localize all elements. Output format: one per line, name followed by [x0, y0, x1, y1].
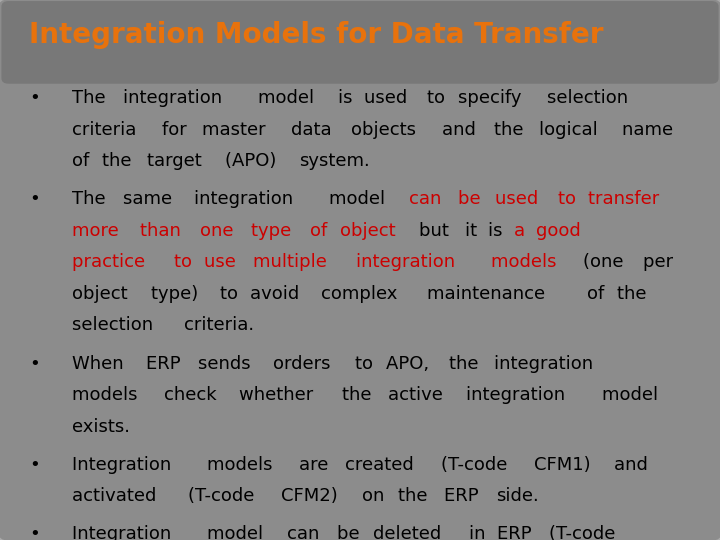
Text: object: object	[340, 222, 401, 240]
Text: the: the	[449, 355, 484, 373]
Text: to: to	[174, 253, 197, 272]
Text: to: to	[558, 190, 582, 208]
Text: integration: integration	[466, 386, 571, 404]
Text: model: model	[601, 386, 663, 404]
Text: the: the	[494, 120, 529, 139]
Text: master: master	[202, 120, 271, 139]
Text: than: than	[140, 222, 186, 240]
Text: (T-code: (T-code	[441, 456, 513, 474]
Text: specify: specify	[458, 89, 527, 107]
Text: model: model	[207, 525, 269, 540]
Text: whether: whether	[239, 386, 319, 404]
Text: integration: integration	[494, 355, 599, 373]
Text: for: for	[163, 120, 193, 139]
Text: models: models	[72, 386, 143, 404]
Text: type: type	[251, 222, 297, 240]
Text: (APO): (APO)	[225, 152, 282, 170]
Text: created: created	[345, 456, 419, 474]
Text: When: When	[72, 355, 130, 373]
Text: logical: logical	[539, 120, 603, 139]
Text: to: to	[220, 285, 243, 303]
Text: type): type)	[151, 285, 204, 303]
Text: the: the	[616, 285, 652, 303]
Text: object: object	[72, 285, 133, 303]
Text: •: •	[29, 456, 40, 474]
Text: side.: side.	[496, 487, 539, 505]
Text: active: active	[388, 386, 449, 404]
Text: good: good	[536, 222, 586, 240]
Text: are: are	[300, 456, 335, 474]
Text: criteria: criteria	[72, 120, 142, 139]
Text: system.: system.	[299, 152, 369, 170]
Text: Integration Models for Data Transfer: Integration Models for Data Transfer	[29, 21, 603, 49]
Text: name: name	[622, 120, 679, 139]
Text: can: can	[287, 525, 325, 540]
Text: be: be	[458, 190, 486, 208]
Text: transfer: transfer	[588, 190, 665, 208]
Text: and: and	[614, 456, 654, 474]
Text: Integration: Integration	[72, 456, 177, 474]
Text: but: but	[419, 222, 454, 240]
Text: criteria.: criteria.	[184, 316, 254, 334]
Text: activated: activated	[72, 487, 162, 505]
Text: the: the	[343, 386, 378, 404]
Text: integration: integration	[194, 190, 299, 208]
Text: (T-code: (T-code	[549, 525, 621, 540]
Text: selection: selection	[547, 89, 634, 107]
Text: is: is	[488, 222, 508, 240]
Text: can: can	[409, 190, 447, 208]
Text: and: and	[443, 120, 482, 139]
Text: APO,: APO,	[386, 355, 435, 373]
Text: model: model	[258, 89, 320, 107]
Text: models: models	[491, 253, 562, 272]
Text: practice: practice	[72, 253, 151, 272]
Text: data: data	[292, 120, 338, 139]
Text: model: model	[329, 190, 391, 208]
Text: check: check	[164, 386, 222, 404]
Text: to: to	[428, 89, 451, 107]
Text: integration: integration	[123, 89, 228, 107]
Text: Integration: Integration	[72, 525, 177, 540]
Text: exists.: exists.	[72, 417, 130, 436]
Text: CFM2): CFM2)	[282, 487, 344, 505]
Text: multiple: multiple	[253, 253, 333, 272]
Text: •: •	[29, 525, 40, 540]
Text: on: on	[362, 487, 390, 505]
Text: target: target	[147, 152, 207, 170]
Text: of: of	[587, 285, 610, 303]
Text: (T-code: (T-code	[189, 487, 261, 505]
Text: The: The	[72, 89, 112, 107]
Text: it: it	[464, 222, 482, 240]
Text: •: •	[29, 355, 40, 373]
Text: of: of	[72, 152, 95, 170]
Text: used: used	[495, 190, 544, 208]
Text: of: of	[310, 222, 333, 240]
Text: •: •	[29, 190, 40, 208]
Text: a: a	[514, 222, 531, 240]
Text: use: use	[204, 253, 242, 272]
Text: per: per	[643, 253, 678, 272]
Text: CFM1): CFM1)	[534, 456, 596, 474]
Text: in: in	[469, 525, 491, 540]
Text: avoid: avoid	[251, 285, 305, 303]
Text: to: to	[355, 355, 379, 373]
Text: sends: sends	[198, 355, 256, 373]
Text: objects: objects	[351, 120, 422, 139]
Text: •: •	[29, 89, 40, 107]
FancyBboxPatch shape	[1, 1, 719, 84]
Text: (one: (one	[583, 253, 629, 272]
Text: deleted: deleted	[373, 525, 447, 540]
Text: orders: orders	[274, 355, 337, 373]
Text: The: The	[72, 190, 112, 208]
Text: be: be	[336, 525, 365, 540]
Text: used: used	[364, 89, 413, 107]
Text: selection: selection	[72, 316, 159, 334]
Text: integration: integration	[356, 253, 461, 272]
Text: is: is	[338, 89, 359, 107]
Text: ERP: ERP	[146, 355, 186, 373]
Text: same: same	[123, 190, 178, 208]
Text: maintenance: maintenance	[427, 285, 551, 303]
Text: the: the	[398, 487, 433, 505]
Text: ERP: ERP	[498, 525, 538, 540]
